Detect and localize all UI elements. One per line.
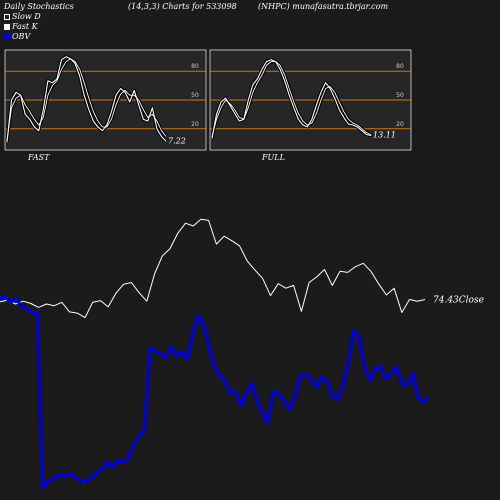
full-last-value-label: 13.11: [373, 131, 396, 140]
last-price-suffix: Close: [459, 296, 484, 306]
legend-swatch-slow-d: [4, 14, 10, 20]
fast-panel-label: FAST: [27, 153, 50, 162]
legend-item-fast-k: Fast K: [4, 22, 41, 32]
full-series-fast-k: [211, 59, 372, 139]
legend-label-obv: OBV: [12, 32, 31, 41]
fast-ytick-label: 50: [191, 92, 199, 99]
fast-series-slow-d: [6, 58, 167, 141]
legend-item-obv: OBV: [4, 32, 41, 42]
legend: Slow D Fast K OBV: [4, 12, 41, 42]
full-ytick-label: 20: [396, 121, 404, 128]
header-right: (NHPC) munafasutra.tbrjar.com: [258, 2, 389, 11]
legend-label-fast-k: Fast K: [12, 22, 38, 31]
full-panel-label: FULL: [261, 153, 285, 162]
full-ytick-label: 80: [396, 63, 404, 70]
price-close-line: [0, 218, 426, 319]
obv-line: [0, 295, 431, 490]
legend-item-slow-d: Slow D: [4, 12, 41, 22]
full-ytick-label: 50: [396, 92, 404, 99]
fast-last-value-label: 7.22: [168, 136, 186, 145]
legend-swatch-obv: [4, 34, 10, 40]
fast-series-fast-k: [6, 56, 167, 143]
fast-ytick-label: 20: [191, 121, 199, 128]
legend-swatch-fast-k: [4, 24, 10, 30]
last-price-value: 74.43: [433, 296, 459, 306]
legend-label-slow-d: Slow D: [12, 12, 41, 21]
full-series-slow-d: [211, 61, 372, 137]
header-center: (14,3,3) Charts for 533098: [128, 2, 237, 11]
fast-ytick-label: 80: [191, 63, 199, 70]
last-price-label: 74.43Close: [433, 296, 484, 306]
header-left: Daily Stochastics: [4, 2, 74, 11]
